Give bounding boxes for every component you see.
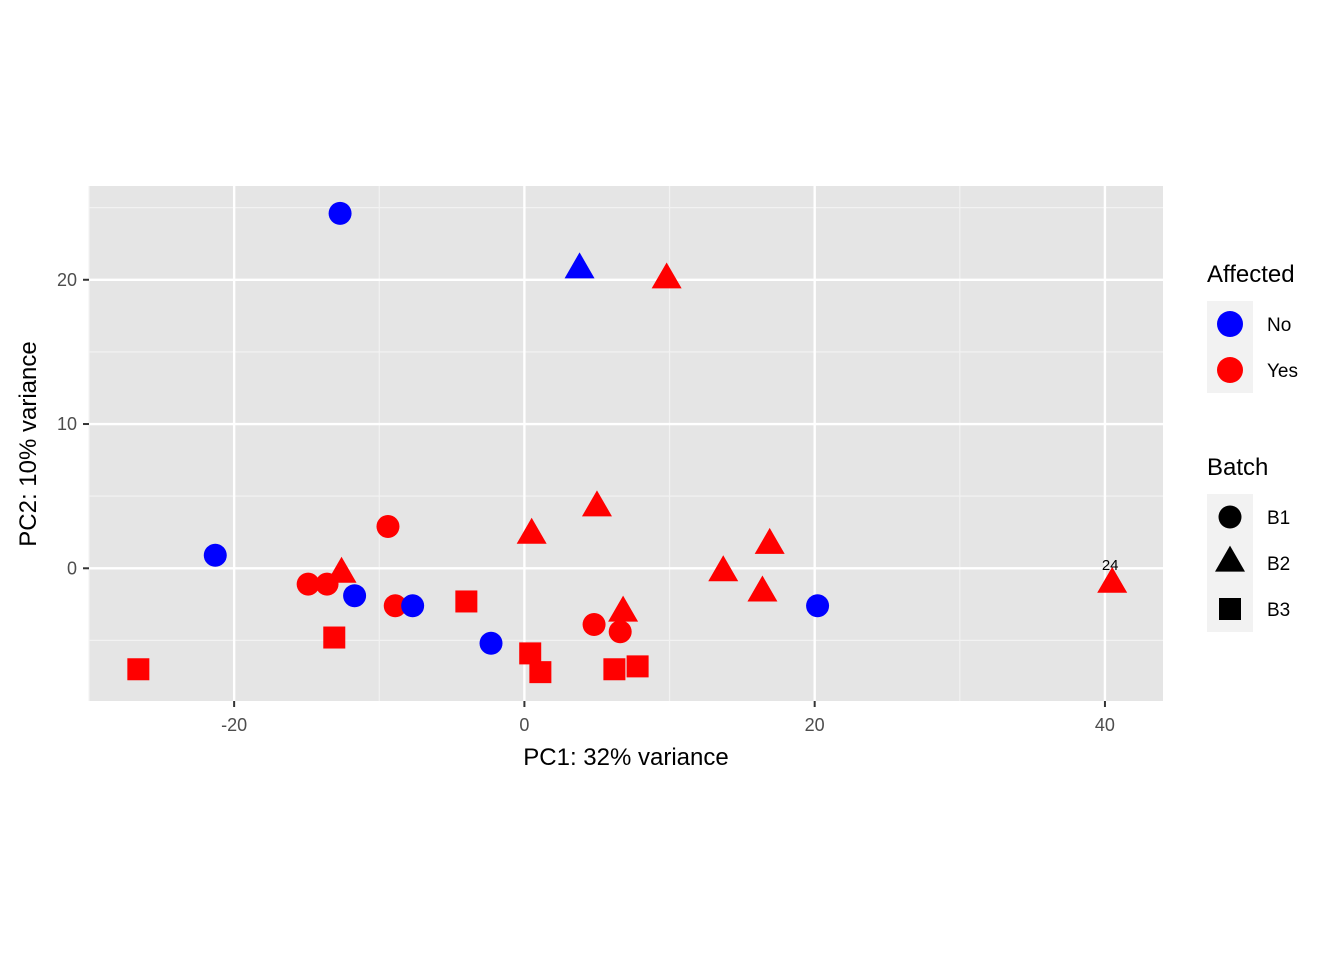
- legend-color-key: [1217, 357, 1243, 383]
- data-point-circle: [582, 613, 606, 637]
- data-point-triangle: [708, 555, 739, 582]
- data-point-square: [323, 626, 346, 649]
- legend-item-label: B2: [1267, 554, 1290, 575]
- legend-shape-key-triangle: [1215, 545, 1245, 572]
- data-point-circle: [343, 584, 367, 608]
- data-point-triangle: [1097, 566, 1128, 593]
- data-point-circle: [401, 594, 425, 618]
- data-point-circle: [479, 631, 503, 655]
- data-point-triangle: [581, 490, 612, 517]
- axes: -20 0 20 40 0 10 20: [57, 270, 1115, 735]
- data-point-square: [603, 658, 626, 681]
- data-point-square: [529, 661, 552, 684]
- legend-item-label: No: [1267, 315, 1291, 336]
- y-tick-label: 0: [67, 558, 77, 578]
- legend-color-key: [1217, 311, 1243, 337]
- legend-shape-key-circle: [1218, 505, 1242, 529]
- data-point-triangle: [564, 252, 595, 279]
- legend-shape-key-square: [1219, 598, 1241, 620]
- legend-item-label: B3: [1267, 600, 1290, 621]
- data-point-triangle: [651, 262, 682, 289]
- data-point-circle: [203, 543, 227, 567]
- x-tick-label: -20: [221, 715, 247, 735]
- data-point-triangle: [608, 595, 639, 622]
- data-point-square: [455, 590, 478, 613]
- data-point-circle: [376, 514, 400, 538]
- data-point-triangle: [747, 575, 778, 602]
- data-point-circle: [608, 620, 632, 644]
- data-point-triangle: [516, 517, 547, 544]
- x-tick-label: 0: [519, 715, 529, 735]
- data-point-square: [127, 658, 150, 681]
- x-tick-label: 40: [1095, 715, 1115, 735]
- x-tick-label: 20: [805, 715, 825, 735]
- x-axis-title: PC1: 32% variance: [523, 744, 728, 771]
- legend-title: Batch: [1207, 454, 1268, 481]
- legend: Affected No Yes Batch B1 B2 B3: [1207, 261, 1298, 632]
- data-point-triangle: [754, 527, 785, 554]
- data-point-circle: [806, 594, 830, 618]
- data-point-circle: [383, 594, 407, 618]
- legend-item-label: B1: [1267, 508, 1290, 529]
- data-points: 24: [127, 201, 1128, 684]
- point-label: 24: [1102, 557, 1119, 574]
- data-point-circle: [328, 201, 352, 225]
- data-point-square: [626, 655, 649, 678]
- data-point-square: [519, 642, 542, 665]
- legend-title: Affected: [1207, 261, 1295, 288]
- data-point-triangle: [326, 556, 357, 583]
- data-point-circle: [296, 572, 320, 596]
- legend-item-label: Yes: [1267, 361, 1298, 382]
- y-axis-title: PC2: 10% variance: [15, 341, 42, 546]
- y-tick-label: 10: [57, 414, 77, 434]
- y-tick-label: 20: [57, 270, 77, 290]
